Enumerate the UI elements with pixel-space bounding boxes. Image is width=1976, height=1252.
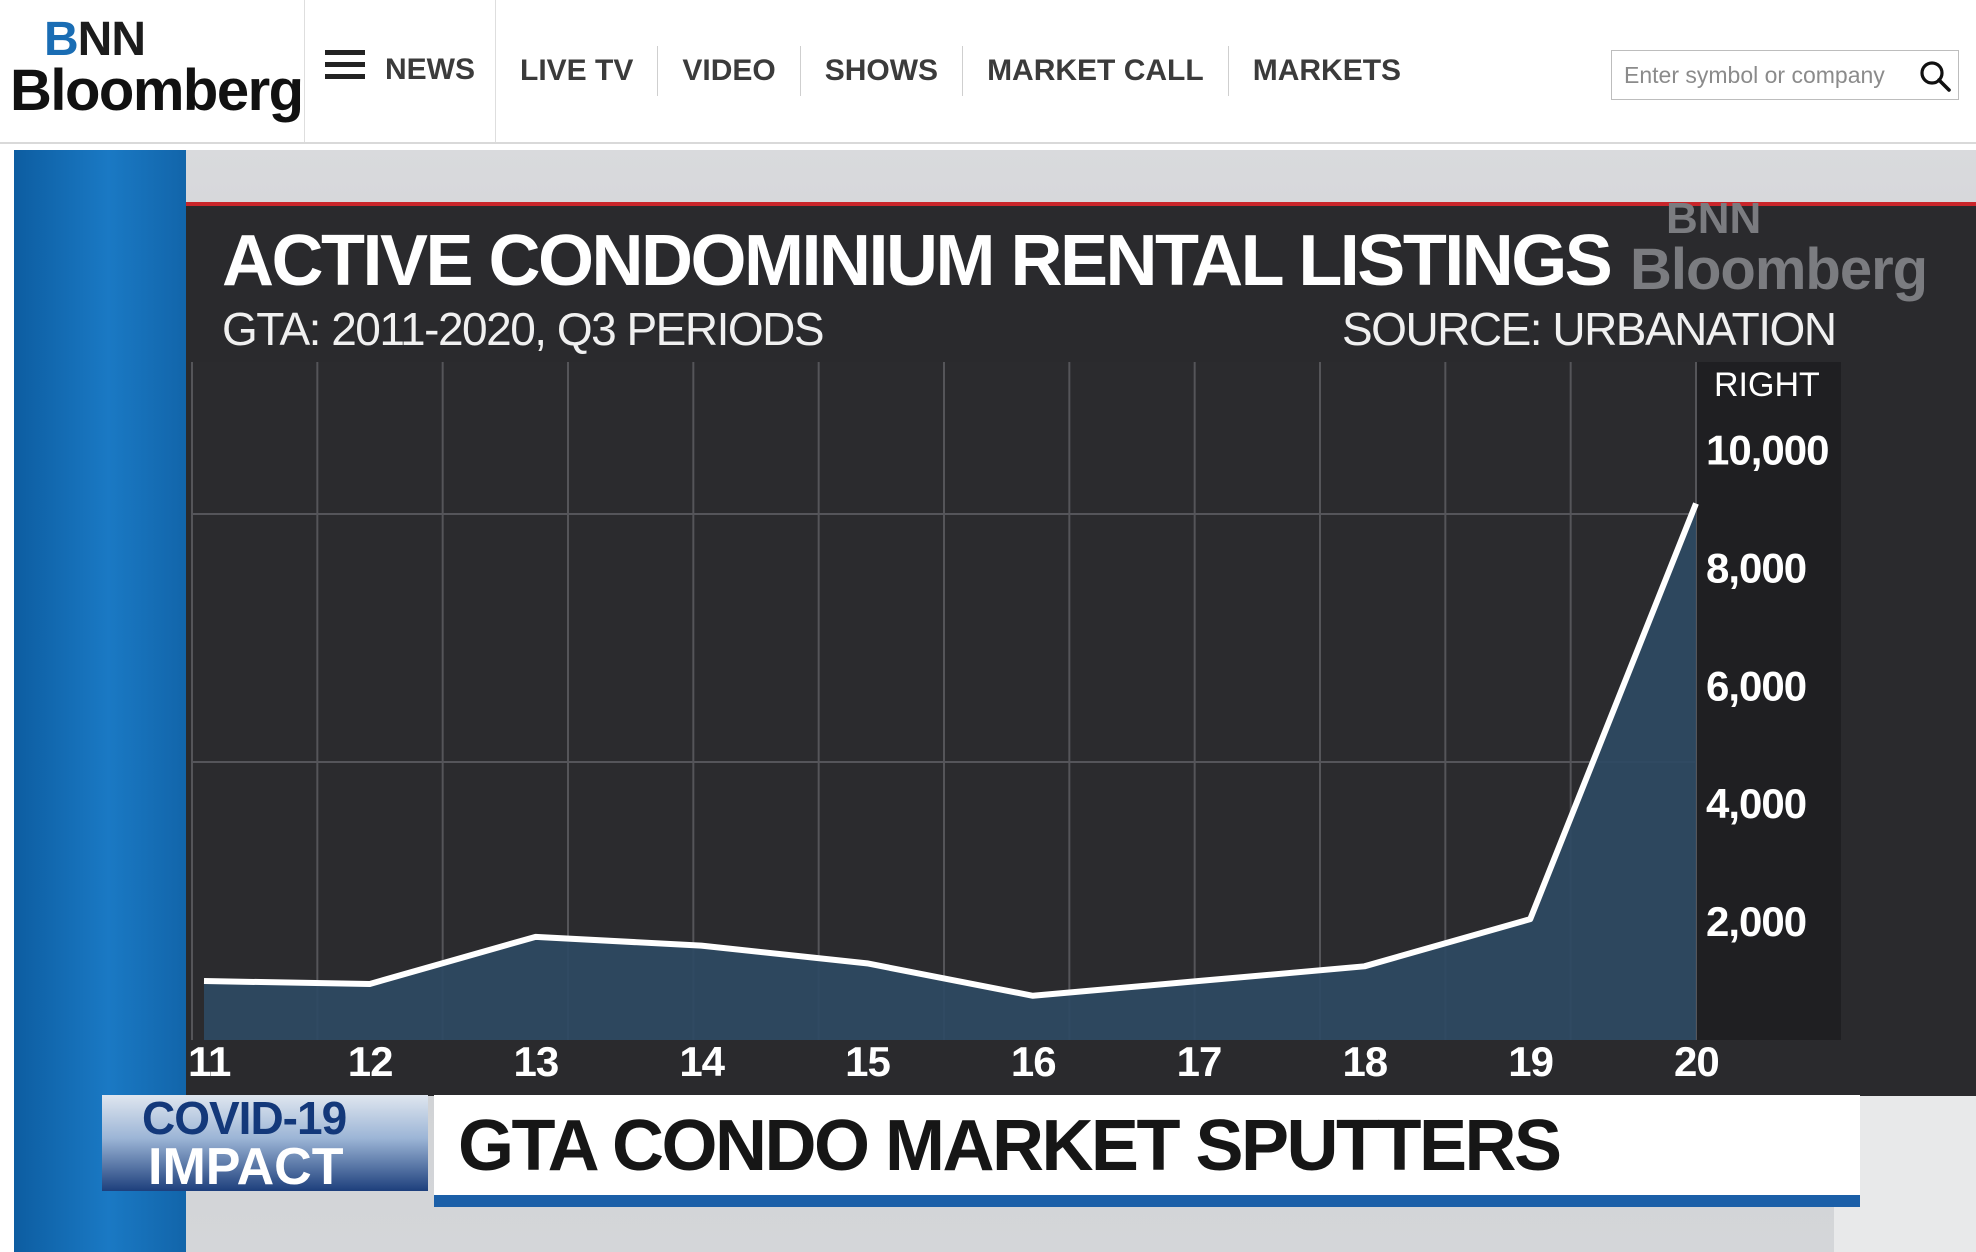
chart-canvas: RIGHT 2,000 4,000 6,000 8,000 10,000 11 12 13 14 1… [188,362,1841,1085]
y-tick-label: 10,000 [1706,426,1828,473]
nav-video[interactable]: VIDEO [658,46,801,96]
x-tick-label: 13 [514,1038,559,1085]
site-header: BNN Bloomberg NEWS LIVE TV VIDEO SHOWS M… [0,0,1976,144]
x-tick-label: 19 [1508,1038,1553,1085]
logo-letters-nn: NN [77,13,146,66]
watermark-bloomberg: Bloomberg [1630,237,1928,302]
x-tick-label: 12 [348,1038,393,1085]
axis-label: RIGHT [1714,366,1820,404]
nav-news-label[interactable]: NEWS [385,53,475,86]
main-navigation: LIVE TV VIDEO SHOWS MARKET CALL MARKETS [496,0,1425,142]
series-line [203,502,1699,999]
lower-third: GTA CONDO MARKET SPUTTERS [434,1095,1860,1195]
logo-line-1: BNN [44,13,146,66]
lower-third-bar [434,1195,1860,1207]
chart-subtitle: GTA: 2011-2020, Q3 PERIODS [222,303,825,355]
y-tick-label: 6,000 [1706,662,1806,709]
x-tick-label: 11 [188,1038,231,1085]
covid-tag-line-1: COVID-19 [142,1095,347,1144]
x-tick-label: 16 [1011,1038,1056,1085]
nav-live-tv[interactable]: LIVE TV [496,46,659,96]
logo-letter-b: B [44,13,79,66]
covid-tag-line-2: IMPACT [148,1138,344,1191]
y-axis-band [1696,362,1841,1040]
search-input[interactable] [1612,51,1902,99]
video-player[interactable]: ACTIVE CONDOMINIUM RENTAL LISTINGS GTA: … [14,150,1976,1252]
search-icon[interactable] [1918,59,1952,93]
hamburger-icon[interactable] [325,50,365,80]
x-tick-label: 20 [1674,1038,1719,1085]
x-tick-label: 15 [845,1038,890,1085]
chart-title: ACTIVE CONDOMINIUM RENTAL LISTINGS [222,221,1613,301]
x-tick-label: 14 [679,1038,725,1085]
lower-third-headline: GTA CONDO MARKET SPUTTERS [458,1106,1562,1186]
news-menu-button[interactable]: NEWS [305,0,496,142]
symbol-search [1611,50,1959,100]
chart-source: SOURCE: URBANATION [1342,303,1837,355]
nav-shows[interactable]: SHOWS [801,46,964,96]
x-tick-label: 17 [1177,1038,1222,1085]
x-tick-label: 18 [1342,1038,1387,1085]
video-background-left [14,150,186,1252]
y-tick-label: 8,000 [1706,544,1806,591]
nav-market-call[interactable]: MARKET CALL [963,46,1229,96]
covid-impact-tag: COVID-19 IMPACT [102,1095,428,1191]
nav-markets[interactable]: MARKETS [1252,54,1402,87]
logo-line-2: Bloomberg [10,58,304,123]
watermark-bnn: BNN [1666,194,1762,243]
y-tick-label: 2,000 [1706,898,1806,945]
y-tick-label: 4,000 [1706,780,1806,827]
bnn-bloomberg-logo[interactable]: BNN Bloomberg [0,0,305,142]
